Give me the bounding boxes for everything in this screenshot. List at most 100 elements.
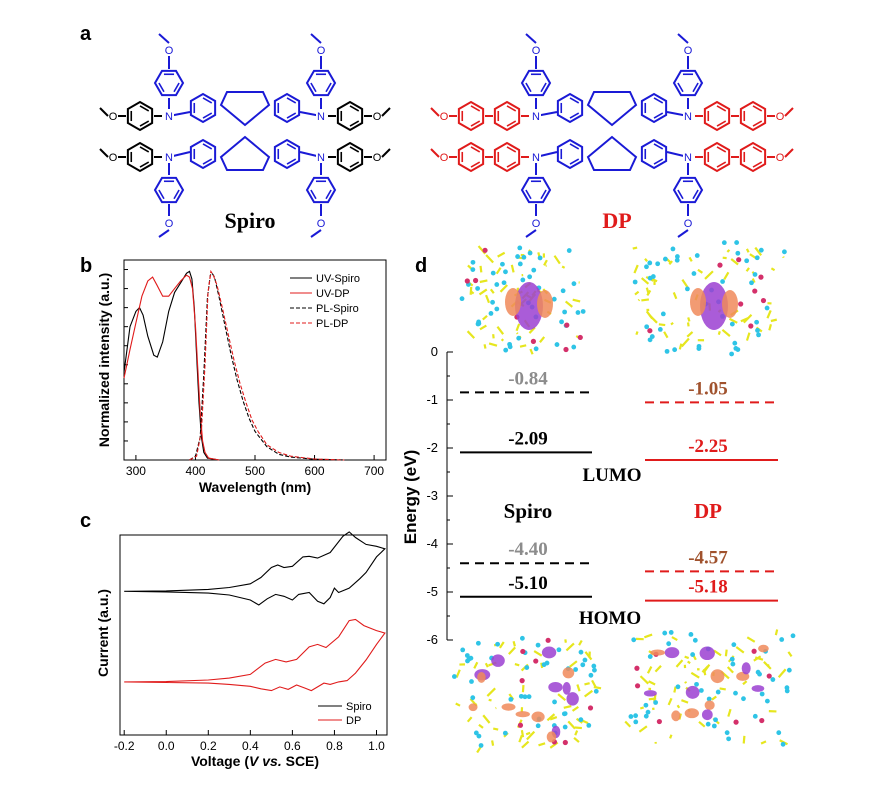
molecule-bond — [676, 704, 681, 709]
chart-c-legend-label: DP — [346, 715, 361, 727]
molecule-bond — [686, 322, 690, 327]
molecule-bond — [745, 267, 750, 272]
hydrogen-atom — [729, 656, 735, 662]
molecule-bond — [640, 277, 650, 285]
orbital-lobe-positive — [491, 654, 505, 667]
oxygen-atom — [533, 658, 539, 664]
molecule-bond — [482, 314, 488, 321]
molecule-bond — [520, 730, 525, 738]
oxygen-atom-bg — [531, 43, 541, 56]
orbital-lobe-negative — [546, 731, 557, 743]
orbital-renderings — [451, 240, 796, 754]
methyl-bond — [99, 107, 109, 117]
anisyl-ring-bottom-double-bond — [692, 189, 699, 200]
oxygen-atom-bg — [372, 109, 382, 122]
panel-label-c: c — [80, 510, 91, 532]
hydrogen-atom — [544, 660, 550, 666]
molecule-bond — [543, 259, 548, 266]
hydrogen-atom — [535, 642, 541, 648]
molecule-bond — [574, 726, 582, 730]
orbital-lobe-positive — [741, 662, 751, 675]
orbital-lobe-negative — [684, 708, 699, 719]
core-ring-double-bond — [202, 158, 213, 165]
molecule-bond — [690, 671, 700, 679]
hydrogen-atom — [694, 253, 700, 258]
molecule-bond — [478, 288, 488, 296]
molecule-bond — [680, 337, 690, 348]
chart-c-xtick-label: 0.2 — [200, 739, 217, 753]
outer-ring — [336, 100, 364, 132]
hydrogen-atom — [674, 257, 680, 263]
oxygen-atom: O — [776, 152, 785, 164]
molecule-bond — [644, 258, 648, 262]
outer-ring-double-bond — [716, 146, 727, 153]
molecule-bond — [673, 686, 677, 693]
hydrogen-atom — [670, 246, 676, 252]
oxygen-atom — [545, 637, 551, 643]
chart-d-ytick-label: -4 — [426, 536, 438, 551]
molecule-bond — [678, 343, 683, 350]
core-ring-double-bond — [202, 143, 213, 150]
molecule-bond — [745, 332, 751, 341]
chart-b-xtick-label: 300 — [126, 464, 146, 478]
chart-b-legend-label: UV-DP — [316, 288, 350, 300]
molecule-bond — [751, 278, 756, 283]
hydrogen-atom — [713, 717, 718, 723]
hydrogen-atom — [724, 730, 730, 736]
methyl-bond — [525, 33, 537, 44]
anisyl-ring-top-double-bond — [692, 82, 699, 93]
oxygen-atom — [562, 739, 568, 746]
energy-level-diagram: 0-1-2-3-4-5-6 -0.84-2.09-4.40-5.10-1.05-… — [401, 240, 796, 754]
core-five-ring — [586, 135, 638, 171]
methyl-bond — [158, 33, 170, 44]
anisyl-ring-top-double-bond — [325, 82, 332, 93]
hydrogen-atom — [729, 351, 735, 357]
outer-ring-double-bond — [752, 105, 763, 112]
oxygen-atom-bg — [775, 109, 785, 122]
oxygen-atom — [464, 278, 470, 284]
molecule-bond — [539, 336, 546, 343]
molecule-bond — [549, 716, 558, 721]
molecule-bond — [510, 264, 515, 273]
hydrogen-atom — [566, 248, 572, 253]
hydrogen-atom — [735, 347, 741, 352]
molecule-bond — [496, 325, 505, 335]
oxygen-atom — [519, 678, 525, 684]
outer-ring-double-bond — [716, 120, 727, 127]
core-ring-double-bond — [286, 112, 297, 119]
orbital-lobe-negative — [562, 667, 575, 679]
molecule-bond — [573, 736, 580, 743]
hydrogen-atom — [657, 326, 663, 332]
oxygen-atom — [517, 722, 524, 728]
anisyl-ring-bottom-double-bond — [173, 189, 180, 200]
molecule-bond — [681, 278, 689, 288]
methyl-bond — [784, 148, 794, 158]
anisyl-ring-top — [305, 69, 337, 97]
chart-d-ylabel: Energy (eV) — [401, 450, 420, 544]
panel-label-b: b — [80, 255, 92, 277]
chart-b-legend-label: PL-Spiro — [316, 303, 359, 315]
hydrogen-atom — [459, 296, 465, 302]
anisyl-ring-top-double-bond — [310, 82, 317, 93]
orbital-lobe-negative — [704, 700, 715, 711]
molecule-bond — [479, 265, 483, 273]
hydrogen-atom — [490, 270, 496, 276]
oxygen-atom — [758, 274, 764, 280]
molecule-bond — [495, 267, 502, 275]
oxygen-atom — [634, 683, 641, 689]
core-five-ring — [586, 91, 638, 127]
hydrogen-atom — [733, 690, 738, 696]
hydrogen-atom — [578, 717, 584, 723]
core-ring — [273, 138, 301, 170]
oxygen-atom: O — [165, 45, 174, 57]
hydrogen-atom — [735, 250, 741, 256]
molecule-bond — [742, 735, 746, 744]
hydrogen-atom — [519, 635, 525, 641]
hydrogen-atom — [476, 319, 482, 325]
energy-level-label: -4.40 — [508, 539, 548, 560]
outer-ring — [126, 141, 154, 173]
methyl-bond — [430, 148, 440, 158]
molecule-bond — [774, 629, 779, 636]
hydrogen-atom — [535, 723, 541, 729]
hydrogen-atom — [784, 688, 790, 694]
